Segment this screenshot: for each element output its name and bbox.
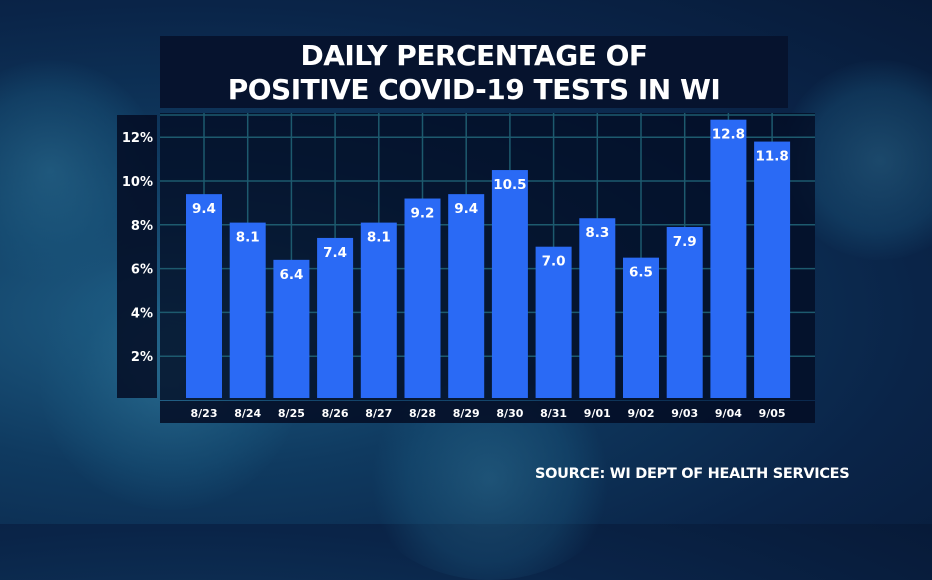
y-tick-label: 6% — [131, 263, 153, 278]
bar — [579, 218, 616, 398]
x-tick-label: 8/24 — [234, 407, 261, 420]
data-label: 6.4 — [279, 267, 303, 283]
data-label: 8.3 — [585, 225, 609, 241]
data-label: 10.5 — [493, 177, 526, 193]
bar — [229, 222, 266, 398]
x-tick-label: 9/04 — [715, 407, 742, 420]
x-tick-label: 8/30 — [496, 407, 523, 420]
title-line-2: POSITIVE COVID-19 TESTS IN WI — [227, 73, 721, 106]
x-tick-label: 8/26 — [322, 407, 349, 420]
bar — [535, 246, 572, 398]
data-label: 9.2 — [411, 206, 435, 222]
bar — [360, 222, 397, 398]
bar — [666, 226, 703, 398]
data-label: 6.5 — [629, 265, 653, 281]
bar — [710, 119, 747, 399]
bar — [623, 257, 659, 398]
bar — [186, 194, 222, 398]
data-label: 12.8 — [712, 127, 745, 143]
data-label: 9.4 — [192, 201, 216, 217]
data-label: 7.4 — [323, 245, 347, 261]
chart-title: DAILY PERCENTAGE OF POSITIVE COVID-19 TE… — [160, 36, 788, 108]
data-label: 9.4 — [454, 201, 478, 217]
plot-area — [160, 113, 815, 400]
x-tick-label: 9/03 — [671, 407, 698, 420]
x-tick-label: 9/01 — [584, 407, 611, 420]
x-tick-label: 8/27 — [365, 407, 392, 420]
bar — [754, 141, 791, 398]
x-tick-label: 8/31 — [540, 407, 567, 420]
bar — [491, 170, 528, 398]
bar — [317, 237, 354, 398]
bar — [273, 259, 310, 398]
data-label: 8.1 — [236, 230, 260, 246]
bar-chart: 2% 4% 6% 8% 10% 12% 9.4 8/23 8.1 8/24 6.4 8/25 7.4 8/… — [122, 113, 815, 420]
y-axis-panel — [117, 115, 157, 398]
x-tick-label: 9/02 — [628, 407, 655, 420]
data-label: 11.8 — [755, 149, 788, 165]
data-label: 7.9 — [673, 234, 697, 250]
y-tick-label: 10% — [122, 175, 153, 190]
bar — [404, 198, 441, 398]
y-tick-label: 12% — [122, 131, 153, 146]
source-note: SOURCE: WI DEPT OF HEALTH SERVICES — [535, 466, 850, 482]
y-tick-label: 8% — [131, 219, 153, 234]
title-line-1: DAILY PERCENTAGE OF — [300, 39, 648, 72]
data-label: 7.0 — [542, 254, 566, 270]
x-tick-label: 8/25 — [278, 407, 305, 420]
y-tick-label: 4% — [131, 306, 153, 321]
data-label: 8.1 — [367, 230, 391, 246]
x-axis-panel — [160, 401, 815, 423]
x-tick-label: 8/23 — [191, 407, 218, 420]
x-tick-label: 8/29 — [453, 407, 480, 420]
x-tick-label: 8/28 — [409, 407, 436, 420]
bar — [448, 194, 485, 398]
y-tick-label: 2% — [131, 350, 153, 365]
x-tick-label: 9/05 — [759, 407, 786, 420]
